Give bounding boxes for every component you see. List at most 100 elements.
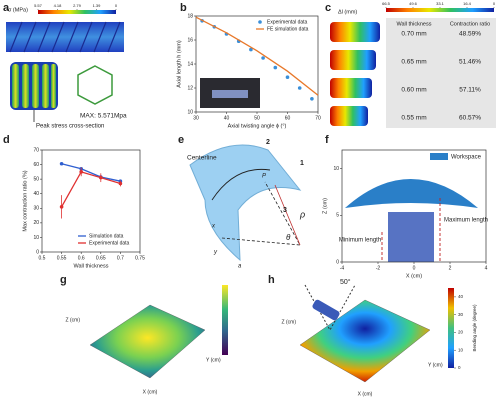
panel-letter: c [325, 2, 331, 14]
data-point [297, 86, 302, 90]
x-tick-label: 4 [485, 265, 488, 271]
y-axis-label: Axial length h (mm) [176, 40, 182, 88]
series-line [61, 171, 121, 208]
data-point [285, 75, 290, 79]
colorbar-title: Bending angle (degree) [472, 304, 477, 352]
y-tick-label: 70 [33, 147, 39, 153]
y-tick-label: 14 [187, 61, 193, 67]
data-point [118, 181, 123, 186]
rho-label: ρ [299, 209, 305, 219]
axis-label: x [211, 224, 216, 230]
data-point [310, 97, 314, 101]
y-tick-label: 10 [333, 166, 339, 172]
legend-label: Workspace [451, 155, 482, 161]
workspace-surface-g [89, 304, 206, 379]
legend-label: Simulation data [89, 233, 124, 239]
y-tick-label: 0 [36, 249, 39, 255]
panel-letter: b [180, 2, 187, 14]
data-point [249, 47, 253, 52]
radius-lines [221, 181, 301, 246]
x-tick-label: 70 [315, 115, 321, 121]
bent-actuator [312, 299, 340, 321]
colorbar-tick-label: 10 [458, 347, 464, 352]
panel-letter: h [268, 274, 275, 286]
x-tick-label: 0.7 [117, 255, 124, 261]
stress-tube [6, 22, 124, 52]
callout-label: Peak stress cross-section [36, 124, 104, 130]
section-label: 3 [283, 207, 287, 214]
panel-letter: a [3, 2, 10, 14]
x-tick-label: -4 [340, 265, 345, 271]
colorbar-tick-label: 40 [458, 294, 464, 299]
y-tick-label: 12 [187, 85, 193, 91]
x-tick-label: -2 [376, 265, 381, 271]
y-tick-label: 5 [336, 213, 339, 219]
x-axis-label: X (cm) [358, 391, 373, 397]
workspace-surface-h [299, 299, 431, 383]
y-tick-label: 0 [336, 259, 339, 265]
x-tick-label: 50 [254, 115, 260, 121]
angle-label: 50° [340, 278, 351, 286]
legend-label: Experimental data [267, 19, 308, 25]
y-axis-label: Max contraction ratio (%) [22, 170, 28, 231]
theta-label: θ [286, 233, 291, 242]
cross-section [77, 65, 113, 105]
table-header: Wall thickness [397, 21, 432, 27]
centerline-label: Centerline [187, 155, 217, 162]
colorbar-tick-label: 4.18 [54, 3, 63, 8]
legend-swatch [258, 20, 262, 24]
min-length-label: Minimum length [339, 238, 381, 244]
colorbar-h [448, 288, 454, 368]
length-arrows [381, 198, 441, 262]
y-tick-label: 18 [187, 13, 193, 19]
x-axis-label: X (cm) [143, 389, 158, 395]
x-tick-label: 0.6 [78, 255, 85, 261]
colorbar-tick-label: 20 [458, 330, 464, 335]
table-header: Contraction ratio [450, 21, 490, 27]
colorbar [38, 10, 116, 14]
x-tick-label: 40 [224, 115, 230, 121]
workspace-dome [345, 179, 478, 208]
legend-label: Experimental data [89, 240, 130, 246]
x-tick-label: 0.5 [39, 255, 46, 261]
y-tick-label: 10 [187, 109, 193, 115]
x-tick-label: 60 [285, 115, 291, 121]
table-cell: 0.55 mm [401, 115, 426, 122]
x-tick-label: 0.75 [135, 255, 145, 261]
colorbar-tick-label: 5.57 [34, 3, 43, 8]
y-tick-label: 60 [33, 162, 39, 168]
angle-cone [304, 284, 356, 332]
bending-tube [189, 144, 302, 262]
centerline [211, 168, 271, 201]
y-axis-label: Y (cm) [428, 362, 443, 368]
colorbar-tick-label: 0 [458, 365, 461, 370]
rho-line [274, 184, 301, 246]
section-label: 1 [300, 160, 304, 167]
colorbar-title: Δl (mm) [338, 9, 357, 15]
x-tick-label: 30 [193, 115, 199, 121]
panel-letter: f [325, 134, 329, 146]
legend-label: FE simulation data [267, 26, 309, 32]
y-axis-label: Z (cm) [322, 198, 328, 214]
table-cell: 0.60 mm [401, 87, 426, 94]
colorbar-g [222, 285, 228, 355]
panel-letter: g [60, 274, 67, 286]
z-axis-label: Z (cm) [282, 319, 297, 325]
data-point [59, 161, 64, 166]
y-tick-label: 10 [33, 235, 39, 241]
point-label: P [262, 174, 266, 180]
y-tick-label: 20 [33, 220, 39, 226]
colorbar-tick-label: 1.39 [93, 3, 102, 8]
z-axis-label: Z (cm) [66, 317, 81, 323]
table-bg [386, 18, 496, 128]
data-point [99, 175, 103, 180]
x-tick-label: 0.55 [57, 255, 67, 261]
data-point [79, 170, 83, 174]
colorbar-tick-label: 30 [458, 312, 464, 317]
colorbar-tick-label: 49.6 [409, 1, 418, 6]
table-cell: 57.11% [459, 87, 481, 94]
y-tick-label: 30 [33, 206, 39, 212]
table-cell: 0.65 mm [401, 59, 426, 66]
max-length-label: Maximum length [444, 218, 488, 224]
